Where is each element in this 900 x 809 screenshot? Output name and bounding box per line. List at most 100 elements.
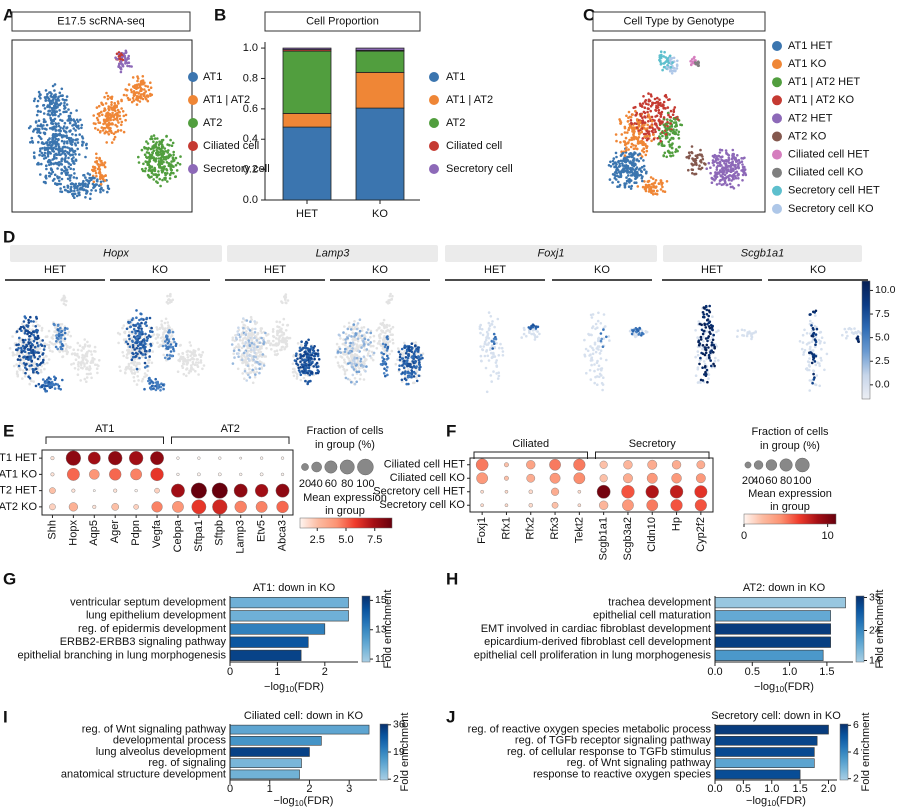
cell-point xyxy=(61,344,65,347)
cell-point xyxy=(490,380,494,383)
cell-point xyxy=(156,181,159,184)
cell-point xyxy=(36,104,39,108)
cell-point xyxy=(237,355,240,359)
cell-point xyxy=(286,299,290,302)
cell-point xyxy=(36,344,40,348)
cell-point xyxy=(116,108,120,112)
cell-point xyxy=(12,364,16,368)
cell-point xyxy=(131,96,135,100)
cell-point xyxy=(639,114,643,118)
cell-point xyxy=(31,141,35,144)
cell-point xyxy=(92,114,95,117)
cell-point xyxy=(84,176,87,179)
cell-point xyxy=(75,118,79,122)
cell-point xyxy=(265,347,268,350)
cell-point xyxy=(643,126,646,130)
condition-label: HET xyxy=(264,264,286,276)
cell-point xyxy=(727,154,731,157)
cell-point xyxy=(255,339,259,342)
cell-point xyxy=(617,160,620,164)
cell-point xyxy=(649,188,653,192)
cell-point xyxy=(255,360,258,364)
cell-point xyxy=(641,137,645,140)
cell-point xyxy=(126,64,129,68)
cell-point xyxy=(232,349,236,353)
cell-point xyxy=(501,350,505,353)
cell-point xyxy=(620,169,624,173)
cell-point xyxy=(96,112,100,116)
bar-segment xyxy=(282,126,332,201)
cell-point xyxy=(415,379,419,383)
cell-point xyxy=(179,155,182,158)
cell-point xyxy=(152,140,155,143)
cell-point xyxy=(26,332,29,336)
cell-point xyxy=(192,368,195,371)
cell-point xyxy=(611,173,615,176)
cell-point xyxy=(618,170,622,173)
cell-point xyxy=(388,330,392,334)
cell-point xyxy=(234,334,237,337)
cell-point xyxy=(23,375,27,378)
cell-point xyxy=(274,342,278,346)
cell-point xyxy=(626,155,629,159)
cell-point xyxy=(172,347,175,351)
cell-point xyxy=(243,369,247,373)
cell-point xyxy=(403,359,406,363)
cell-point xyxy=(169,294,172,298)
cell-point xyxy=(378,339,381,343)
cell-point xyxy=(74,185,78,189)
cell-point xyxy=(63,331,67,335)
cell-point xyxy=(741,179,744,182)
cell-point xyxy=(371,358,375,362)
cell-point xyxy=(63,299,66,303)
cell-point xyxy=(734,176,738,180)
cell-point xyxy=(67,330,71,334)
cell-point xyxy=(647,103,650,106)
cell-point xyxy=(723,173,727,177)
cell-point xyxy=(415,365,418,368)
cell-point xyxy=(725,159,728,162)
cell-point xyxy=(62,142,66,145)
cell-point xyxy=(95,116,99,120)
cell-point xyxy=(615,172,619,175)
cell-point xyxy=(98,156,101,160)
cell-point xyxy=(135,346,139,350)
cell-point xyxy=(364,370,367,373)
cell-point xyxy=(78,193,81,197)
cell-point xyxy=(15,343,18,347)
cell-point xyxy=(74,138,78,142)
cell-point xyxy=(618,183,622,187)
cell-point xyxy=(253,336,256,340)
cell-point xyxy=(704,163,707,166)
cell-point xyxy=(55,340,58,343)
cell-point xyxy=(176,370,180,374)
cell-point xyxy=(44,156,48,160)
cell-point xyxy=(82,188,85,192)
cell-point xyxy=(668,57,672,61)
cell-point xyxy=(385,349,389,352)
cell-point xyxy=(152,387,155,390)
cell-point xyxy=(661,185,664,189)
cell-point xyxy=(304,342,307,345)
cell-point xyxy=(381,321,385,325)
cell-point xyxy=(653,97,657,101)
cell-point xyxy=(341,365,345,369)
cell-point xyxy=(628,138,631,142)
cell-point xyxy=(99,180,103,184)
legend-label: Ciliated cell HET xyxy=(788,149,870,161)
cell-point xyxy=(667,113,670,117)
cell-point xyxy=(609,165,613,168)
cell-point xyxy=(650,95,653,98)
cell-point xyxy=(391,294,394,298)
cell-point xyxy=(336,350,340,353)
cell-point xyxy=(641,149,644,152)
cell-point xyxy=(305,352,308,356)
cell-point xyxy=(727,175,730,179)
cell-point xyxy=(131,345,135,349)
cell-point xyxy=(391,338,395,342)
cell-point xyxy=(69,140,72,143)
cell-point xyxy=(67,156,70,160)
cell-point xyxy=(714,154,718,158)
cell-point xyxy=(145,349,148,353)
cell-point xyxy=(157,147,161,150)
